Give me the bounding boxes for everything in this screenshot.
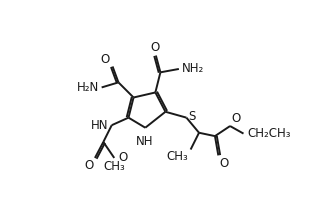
Text: HN: HN (91, 119, 109, 132)
Text: O: O (118, 152, 127, 164)
Text: NH: NH (136, 135, 153, 148)
Text: O: O (101, 53, 110, 66)
Text: O: O (219, 157, 228, 170)
Text: H₂N: H₂N (76, 81, 99, 94)
Text: S: S (189, 110, 196, 123)
Text: NH₂: NH₂ (181, 63, 204, 75)
Text: CH₂CH₃: CH₂CH₃ (247, 127, 291, 140)
Text: O: O (231, 112, 241, 125)
Text: O: O (150, 41, 160, 54)
Text: O: O (84, 159, 93, 172)
Text: CH₃: CH₃ (103, 160, 125, 174)
Text: CH₃: CH₃ (166, 150, 188, 163)
